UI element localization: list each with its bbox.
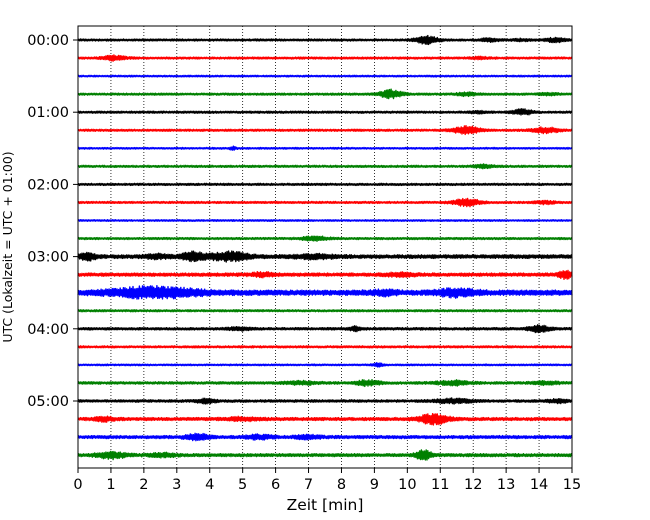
x-tick-label: 14 [530,477,548,493]
seismogram-trace [77,324,573,334]
seismogram-trace [77,413,573,426]
y-tick-label: 02:00 [27,177,69,193]
seismogram-trace [77,125,573,136]
seismogram-trace [77,219,573,222]
x-tick-label: 11 [431,477,449,493]
seismogram-trace [77,362,573,368]
x-tick-label: 9 [370,477,379,493]
seismogram-trace [77,182,573,187]
seismogram-trace [77,108,573,116]
x-tick-label: 4 [205,477,214,493]
seismogram-trace [77,235,573,242]
seismogram-trace [77,74,573,78]
x-axis-label: Zeit [min] [287,496,364,514]
x-axis-ticks: 0 1 2 3 4 5 6 7 8 9 10 11 12 13 14 15 [73,468,581,493]
y-tick-label: 04:00 [27,322,69,338]
x-tick-label: 10 [398,477,416,493]
y-axis-ticks: 00:00 01:00 02:00 03:00 04:00 05:00 [27,33,78,410]
x-tick-label: 3 [172,477,181,493]
trace-layer [77,34,573,461]
y-tick-label: 03:00 [27,250,69,266]
seismogram-trace [77,449,573,461]
seismogram-trace [77,34,573,46]
seismogram-trace [77,285,573,300]
x-tick-label: 0 [73,477,82,493]
seismogram-trace [77,197,573,208]
seismogram-trace [77,54,573,62]
seismogram-trace [77,345,573,349]
y-tick-label: 01:00 [27,105,69,121]
x-tick-label: 7 [304,477,313,493]
x-tick-label: 13 [497,477,515,493]
seismogram-trace [77,250,573,263]
seismogram-trace [77,309,573,313]
x-tick-label: 6 [271,477,280,493]
seismogram-trace [77,397,573,405]
plot-frame [77,25,573,469]
y-tick-label: 00:00 [27,33,69,49]
seismogram-trace [77,145,573,151]
y-axis-label: UTC (Lokalzeit = UTC + 01:00) [0,151,15,342]
seismogram-trace [77,88,573,100]
x-tick-label: 8 [337,477,346,493]
y-tick-label: 05:00 [27,394,69,410]
seismogram-trace [77,163,573,170]
x-tick-label: 12 [464,477,482,493]
seismogram-trace [77,432,573,442]
x-tick-label: 2 [139,477,148,493]
x-tick-label: 1 [106,477,115,493]
seismogram-trace [77,379,573,388]
seismogram-trace [77,269,573,280]
x-tick-label: 15 [563,477,581,493]
x-tick-label: 5 [238,477,247,493]
